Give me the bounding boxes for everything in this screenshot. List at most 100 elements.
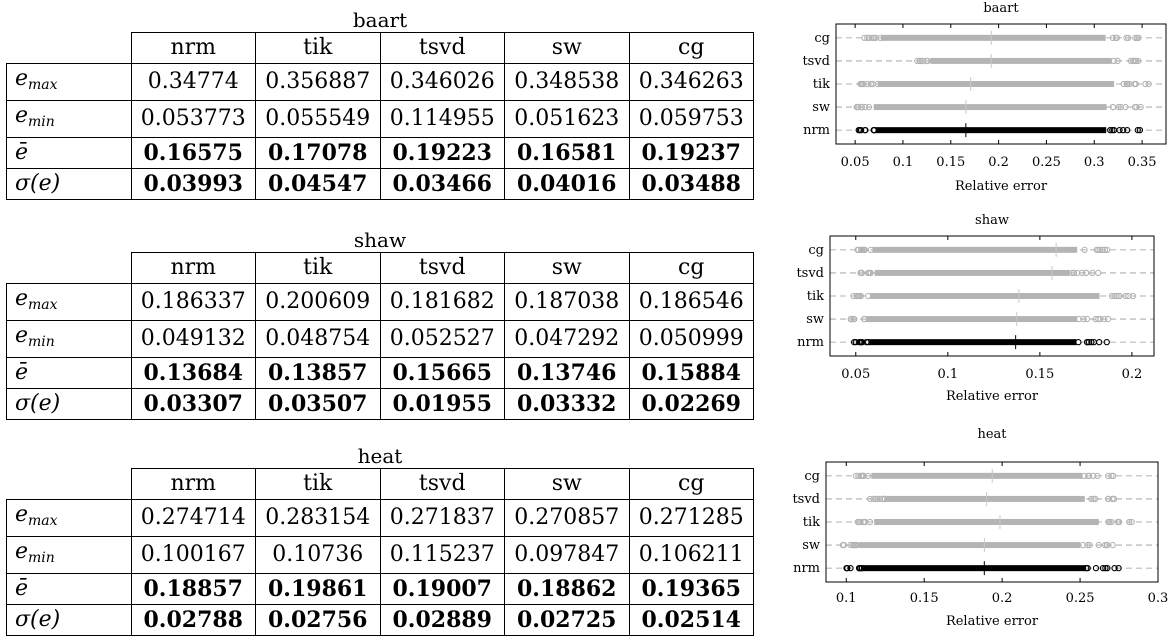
data-point — [857, 127, 865, 134]
row-label-mean: ē — [6, 573, 132, 605]
table-corner — [6, 468, 132, 500]
data-point — [859, 339, 866, 346]
table-cell: 0.03307 — [130, 388, 256, 420]
data-point — [1142, 80, 1149, 88]
column-header: cg — [628, 252, 754, 284]
table-cell: 0.271285 — [628, 499, 754, 537]
data-point — [864, 80, 871, 88]
data-point — [1103, 246, 1111, 253]
data-point — [870, 127, 878, 134]
x-tick-label: 0.25 — [1066, 591, 1095, 606]
data-point — [1125, 34, 1132, 41]
data-point — [1086, 541, 1093, 549]
data-point — [851, 315, 858, 323]
category-label: tsvd — [796, 266, 824, 281]
data-point — [1081, 472, 1088, 479]
data-band — [874, 519, 1099, 525]
data-point — [1104, 565, 1111, 572]
table-cell: 0.048754 — [255, 320, 381, 358]
plot-frame — [829, 235, 1155, 357]
column-header: tik — [255, 32, 381, 64]
data-point — [864, 34, 871, 41]
table-cell: 0.356887 — [255, 63, 381, 101]
data-point — [1111, 292, 1118, 300]
column-header: tik — [255, 252, 381, 284]
data-point — [914, 57, 921, 65]
category-label: nrm — [793, 561, 820, 576]
data-point — [1136, 127, 1144, 134]
plot-title: shaw — [975, 213, 1009, 228]
data-point — [1088, 339, 1095, 346]
data-point — [1079, 541, 1086, 549]
data-point — [1109, 127, 1116, 134]
table-cell: 0.13684 — [130, 357, 256, 389]
category-label: tsvd — [802, 54, 830, 69]
data-point — [1137, 103, 1144, 111]
data-point — [1094, 472, 1101, 479]
data-point — [1108, 518, 1115, 526]
data-point — [1090, 495, 1097, 503]
data-point — [1104, 315, 1112, 323]
data-point — [1106, 518, 1113, 526]
x-tick-label: 0.1 — [893, 155, 914, 170]
row-label-emax: emax — [6, 499, 132, 537]
row-label-emin: emin — [6, 536, 132, 574]
table-cell: 0.346263 — [628, 63, 754, 101]
plot-frame — [825, 461, 1159, 583]
x-axis-label: Relative error — [946, 614, 1039, 628]
data-point — [1088, 495, 1095, 503]
data-point — [847, 541, 854, 549]
column-header: tik — [255, 468, 381, 500]
plot-title: heat — [977, 427, 1007, 442]
x-tick-label: 0.3 — [1148, 591, 1168, 606]
table-cell: 0.17078 — [255, 137, 381, 169]
data-point — [857, 292, 864, 300]
data-point — [863, 339, 870, 346]
x-axis-label: Relative error — [955, 179, 1048, 194]
table-cell: 0.03466 — [379, 168, 505, 200]
table-cell: 0.19223 — [379, 137, 505, 169]
plot-svg: shaw nrm sw tik tsvd cg 0.05 0.1 0.15 0.2 Relative… — [796, 213, 1155, 404]
table-cell: 0.200609 — [255, 283, 381, 321]
table-corner — [6, 252, 132, 284]
table-caption: heat — [357, 444, 403, 468]
data-point — [923, 57, 930, 65]
category-label: tsvd — [792, 492, 820, 507]
data-point — [874, 80, 881, 88]
data-band — [870, 293, 1100, 299]
data-point — [857, 80, 864, 88]
category-label: sw — [812, 100, 830, 115]
data-point — [861, 34, 868, 41]
table-cell: 0.050999 — [628, 320, 754, 358]
data-point — [854, 246, 861, 253]
relative-error-plot: baart nrm sw tik tsvd cg 0.05 0.1 0.15 0.2 0.25 0.3… — [768, 0, 1168, 200]
data-point — [860, 80, 867, 88]
table-cell: 0.15665 — [379, 357, 505, 389]
data-point — [1107, 127, 1114, 134]
data-point — [852, 472, 860, 479]
data-point — [1122, 103, 1129, 111]
data-point — [851, 541, 858, 549]
category-label: tik — [807, 289, 824, 304]
category-label: tik — [803, 515, 820, 530]
data-point — [877, 34, 884, 41]
x-tick-label: 0.2 — [992, 591, 1013, 606]
data-point — [1092, 495, 1099, 503]
results-table: nrm tik tsvd sw cg emax 0.34774 0.356887… — [6, 32, 754, 200]
data-point — [861, 127, 869, 134]
data-point — [1129, 292, 1137, 300]
results-table: nrm tik tsvd sw cg emax 0.274714 0.28315… — [6, 468, 754, 636]
data-point — [847, 565, 854, 572]
data-band — [872, 246, 1078, 253]
data-point — [1109, 541, 1116, 549]
table-cell: 0.051623 — [504, 100, 630, 138]
row-label-std: σ(e) — [6, 604, 132, 636]
table-cell: 0.053773 — [130, 100, 256, 138]
data-point — [1093, 246, 1100, 253]
data-point — [862, 103, 869, 111]
table-cell: 0.02514 — [628, 604, 754, 636]
table-cell: 0.346026 — [379, 63, 505, 101]
x-tick-label: 0.3 — [1084, 155, 1105, 170]
table-cell: 0.01955 — [379, 388, 505, 420]
data-point — [1099, 565, 1107, 572]
